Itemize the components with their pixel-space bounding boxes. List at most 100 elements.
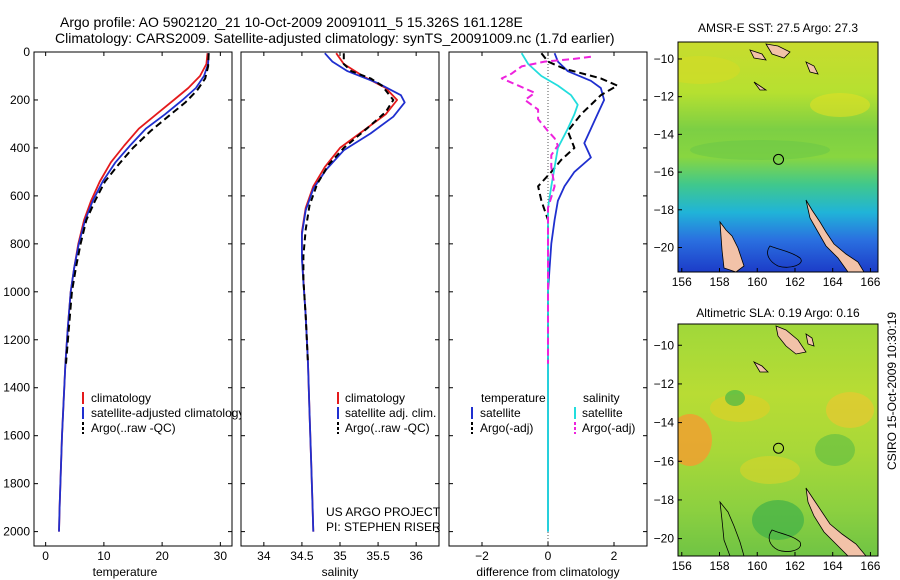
temperature-x-axis: 0 10 20 30 xyxy=(42,52,227,563)
sst-map-panel: AMSR-E SST: 27.5 Argo: 27.3 156 158 160 162… xyxy=(654,21,881,289)
difference-panel: −2 0 2 difference from climatology tempera… xyxy=(448,51,648,579)
lat-tick-label: −12 xyxy=(654,90,675,104)
depth-axis: 0 200 400 600 800 1000 1200 1400 1600 1800 2000 xyxy=(3,45,232,539)
lat-tick-label: −16 xyxy=(654,454,675,468)
legend-label-sal-satellite: satellite xyxy=(582,406,623,420)
lon-tick-label: 158 xyxy=(709,275,729,289)
x-tick-label: 30 xyxy=(214,549,228,563)
lat-tick-label: −18 xyxy=(654,203,675,217)
sst-latitude-axis: −10 −12 −14 −16 −18 −20 xyxy=(654,52,682,254)
sla-high-patch xyxy=(710,394,770,422)
series-line xyxy=(301,52,406,532)
y-tick-label: 1400 xyxy=(3,381,30,395)
coastline-land xyxy=(719,220,745,272)
sla-map-frame xyxy=(677,323,879,557)
difference-series xyxy=(500,52,619,532)
x-tick-label: 34 xyxy=(257,549,271,563)
legend-label-sal-argo: Argo(-adj) xyxy=(582,421,635,435)
series-line xyxy=(500,55,592,364)
difference-x-label: difference from climatology xyxy=(476,565,619,579)
lon-tick-label: 162 xyxy=(785,275,805,289)
lon-tick-label: 160 xyxy=(747,275,767,289)
reef-outline xyxy=(768,529,802,552)
x-tick-label: 35.5 xyxy=(366,549,390,563)
coastline-land xyxy=(753,81,768,91)
legend-label-satellite-adj: satellite adj. clim. xyxy=(345,406,436,420)
sla-latitude-axis: −10 −12 −14 −16 −18 −20 xyxy=(654,338,682,546)
sst-map-title: AMSR-E SST: 27.5 Argo: 27.3 xyxy=(698,21,858,35)
lat-tick-label: −14 xyxy=(654,127,675,141)
sst-heatmap xyxy=(678,42,878,272)
salinity-axes-box xyxy=(240,51,440,547)
sla-high-patch xyxy=(678,414,712,466)
coastline-land xyxy=(805,487,867,556)
series-line xyxy=(302,53,395,364)
sla-map-title: Altimetric SLA: 0.19 Argo: 0.16 xyxy=(696,306,860,320)
sla-low-patch xyxy=(752,500,804,540)
coastline-land xyxy=(765,43,791,59)
coastline-land xyxy=(775,325,807,355)
legend-heading-temperature: temperature xyxy=(481,391,546,405)
sst-longitude-axis: 156 158 160 162 164 166 xyxy=(672,268,881,289)
legend-label-satellite-adjusted: satellite-adjusted climatology xyxy=(91,406,244,420)
sst-warm-patch xyxy=(810,93,870,117)
lat-tick-label: −20 xyxy=(654,240,675,254)
figure-title-line2: Climatology: CARS2009. Satellite-adjuste… xyxy=(55,30,615,46)
x-tick-label: 2 xyxy=(611,549,618,563)
y-tick-label: 800 xyxy=(10,237,30,251)
y-tick-label: 1000 xyxy=(3,285,30,299)
legend-label-argo: Argo(..raw -QC) xyxy=(345,421,430,435)
y-tick-label: 1600 xyxy=(3,429,30,443)
lat-tick-label: −10 xyxy=(654,338,675,352)
x-tick-label: 0 xyxy=(42,549,49,563)
sla-heatmap xyxy=(678,324,878,556)
lon-tick-label: 164 xyxy=(823,275,843,289)
y-tick-label: 0 xyxy=(23,45,30,59)
legend-label-temp-argo: Argo(-adj) xyxy=(480,421,533,435)
legend-heading-salinity: salinity xyxy=(583,391,620,405)
lat-tick-label: −12 xyxy=(654,377,675,391)
x-tick-label: −2 xyxy=(475,549,489,563)
y-tick-label: 200 xyxy=(10,93,30,107)
reef-outline xyxy=(767,245,802,268)
legend-label-argo: Argo(..raw -QC) xyxy=(91,421,176,435)
x-tick-label: 20 xyxy=(155,549,169,563)
sst-cool-band xyxy=(690,140,830,160)
sla-map-panel: Altimetric SLA: 0.19 Argo: 0.16 156 158 16… xyxy=(654,306,881,573)
lon-tick-label: 166 xyxy=(860,559,880,573)
y-tick-label: 600 xyxy=(10,189,30,203)
x-tick-label: 36 xyxy=(409,549,423,563)
series-line xyxy=(58,53,210,532)
lat-tick-label: −20 xyxy=(654,532,675,546)
lat-tick-label: −10 xyxy=(654,52,675,66)
legend-label-temp-satellite: satellite xyxy=(480,406,521,420)
series-line xyxy=(65,53,210,364)
figure-title-line1: Argo profile: AO 5902120_21 10-Oct-2009 … xyxy=(60,14,523,30)
coastline-land xyxy=(805,333,815,347)
y-tick-label: 400 xyxy=(10,141,30,155)
temperature-panel: 0 200 400 600 800 1000 1200 1400 1600 1800 2000 0 1… xyxy=(3,45,244,579)
coastline-land xyxy=(805,199,865,272)
argo-position-marker xyxy=(773,442,785,454)
lon-tick-label: 156 xyxy=(672,275,692,289)
coastline-land xyxy=(749,49,767,61)
lon-tick-label: 156 xyxy=(672,559,692,573)
sst-warm-patch xyxy=(678,56,740,84)
difference-x-axis: −2 0 2 xyxy=(449,51,647,563)
sla-longitude-axis: 156 158 160 162 164 166 xyxy=(672,552,881,573)
x-tick-label: 34.5 xyxy=(290,549,314,563)
salinity-legend: climatology satellite adj. clim. Argo(..… xyxy=(337,391,436,435)
difference-legend: temperature satellite Argo(-adj) salinit… xyxy=(471,391,635,435)
y-tick-label: 2000 xyxy=(3,525,30,539)
series-line xyxy=(537,52,619,364)
legend-label-climatology: climatology xyxy=(345,391,405,405)
legend-label-climatology: climatology xyxy=(91,391,151,405)
lat-tick-label: −18 xyxy=(654,493,675,507)
y-tick-label: 1800 xyxy=(3,477,30,491)
y-tick-label: 1200 xyxy=(3,333,30,347)
temperature-axes-box xyxy=(33,51,233,547)
salinity-x-axis: 34 34.5 35 35.5 36 xyxy=(241,51,439,563)
lon-tick-label: 164 xyxy=(823,559,843,573)
sla-high-patch xyxy=(826,392,874,428)
